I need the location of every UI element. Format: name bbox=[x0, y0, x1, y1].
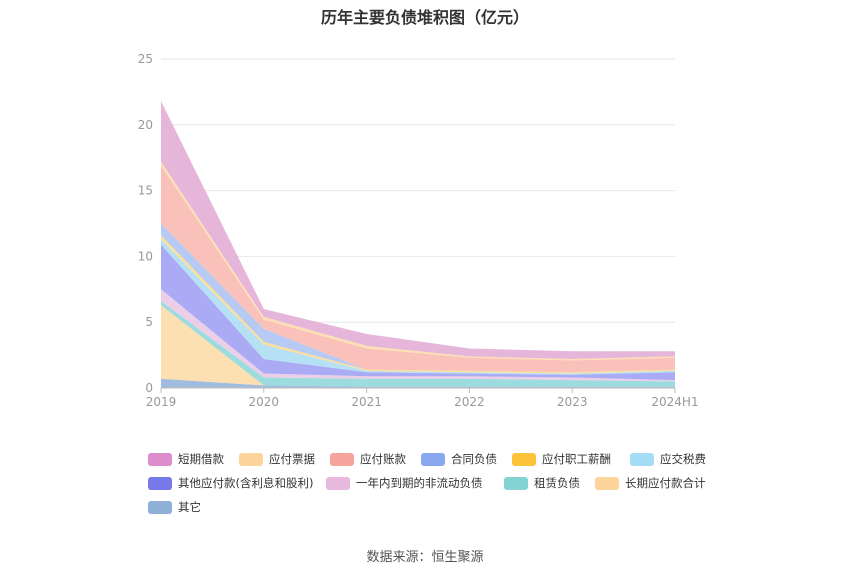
x-tick-label: 2019 bbox=[146, 395, 177, 409]
legend-label: 应付账款 bbox=[360, 452, 406, 466]
legend-item[interactable]: 其它 bbox=[148, 499, 239, 515]
legend-label: 一年内到期的非流动负债 bbox=[356, 476, 483, 490]
legend-label: 其他应付款(含利息和股利) bbox=[178, 476, 314, 490]
legend: 短期借款 应付票据 应付账款 合同负债 应付职工薪酬 应交税费其他应付款(含利息和股利) 一… bbox=[148, 447, 748, 519]
legend-swatch bbox=[148, 476, 172, 490]
y-tick-label: 5 bbox=[145, 315, 153, 329]
legend-swatch bbox=[239, 452, 263, 466]
legend-row: 其他应付款(含利息和股利) 一年内到期的非流动负债 租赁负债 长期应付款合计 bbox=[148, 471, 748, 495]
legend-item[interactable]: 应付账款 bbox=[330, 451, 421, 467]
legend-label: 其它 bbox=[178, 500, 201, 514]
area-series-其它 bbox=[161, 378, 675, 388]
legend-item[interactable]: 合同负债 bbox=[421, 451, 512, 467]
x-tick-label: 2020 bbox=[249, 395, 280, 409]
data-source-note: 数据来源：恒生聚源 bbox=[366, 550, 484, 565]
stacked-area-chart: 0 5 10 15 20 25 2019 2020 2021 2022 2023 2024H1 bbox=[138, 52, 699, 409]
x-tick-label: 2021 bbox=[351, 395, 382, 409]
y-tick-label: 15 bbox=[138, 184, 153, 198]
chart-title: 历年主要负债堆积图（亿元） bbox=[320, 8, 529, 27]
legend-label: 应交税费 bbox=[660, 452, 706, 466]
legend-swatch bbox=[148, 500, 172, 514]
legend-swatch bbox=[595, 476, 619, 490]
x-tick-label: 2022 bbox=[454, 395, 485, 409]
x-tick-label: 2024H1 bbox=[651, 395, 698, 409]
legend-item[interactable]: 应交税费 bbox=[630, 451, 721, 467]
legend-row: 其它 bbox=[148, 495, 748, 519]
legend-label: 长期应付款合计 bbox=[625, 476, 706, 490]
legend-swatch bbox=[512, 452, 536, 466]
area-series bbox=[161, 101, 675, 388]
y-tick-label: 10 bbox=[138, 249, 153, 263]
legend-label: 短期借款 bbox=[178, 452, 224, 466]
axes: 0 5 10 15 20 25 2019 2020 2021 2022 2023 2024H1 bbox=[138, 52, 699, 409]
legend-row: 短期借款 应付票据 应付账款 合同负债 应付职工薪酬 应交税费 bbox=[148, 447, 748, 471]
legend-item[interactable]: 长期应付款合计 bbox=[595, 475, 713, 491]
legend-swatch bbox=[148, 452, 172, 466]
legend-item[interactable]: 租赁负债 bbox=[504, 475, 595, 491]
legend-swatch bbox=[421, 452, 445, 466]
legend-item[interactable]: 短期借款 bbox=[148, 451, 239, 467]
grid-lines bbox=[161, 58, 675, 323]
legend-label: 租赁负债 bbox=[534, 476, 580, 490]
area-series-长期应付款合计 bbox=[161, 305, 675, 387]
legend-item[interactable]: 应付职工薪酬 bbox=[512, 451, 630, 467]
x-tick-label: 2023 bbox=[557, 395, 588, 409]
y-tick-label: 20 bbox=[138, 118, 153, 132]
legend-item[interactable]: 其他应付款(含利息和股利) bbox=[148, 475, 326, 491]
legend-swatch bbox=[630, 452, 654, 466]
legend-item[interactable]: 一年内到期的非流动负债 bbox=[326, 475, 504, 491]
legend-item[interactable]: 应付票据 bbox=[239, 451, 330, 467]
legend-label: 应付票据 bbox=[269, 452, 315, 466]
legend-label: 合同负债 bbox=[451, 452, 497, 466]
legend-swatch bbox=[330, 452, 354, 466]
legend-label: 应付职工薪酬 bbox=[542, 452, 611, 466]
y-tick-label: 0 bbox=[145, 381, 153, 395]
legend-swatch bbox=[504, 476, 528, 490]
y-tick-label: 25 bbox=[138, 52, 153, 66]
legend-swatch bbox=[326, 476, 350, 490]
